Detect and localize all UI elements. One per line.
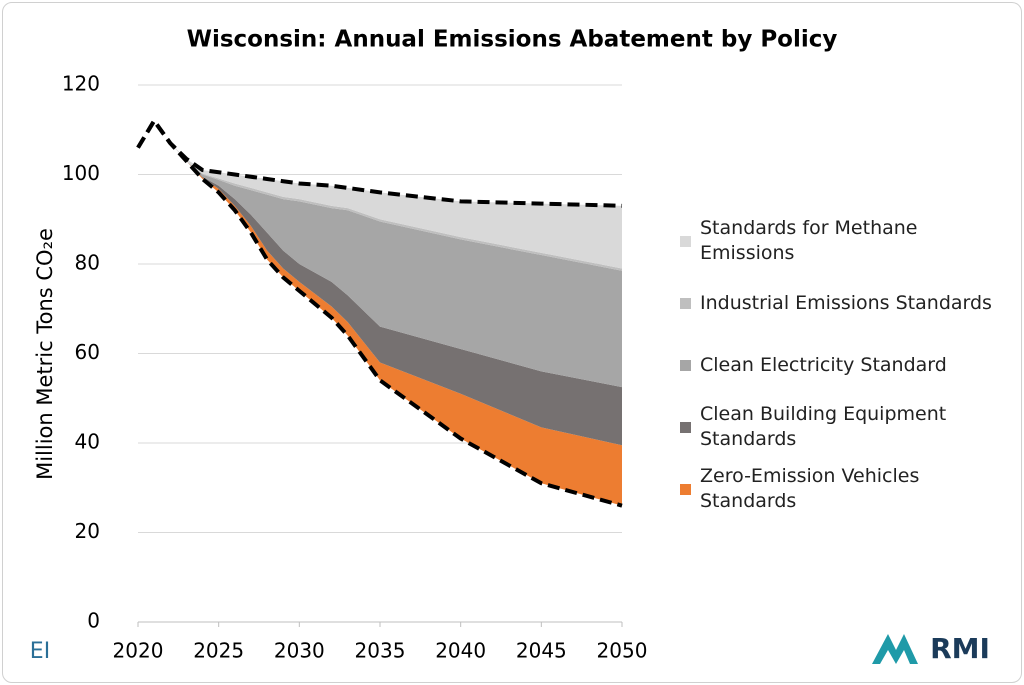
legend: Standards for Methane Emissions Industria… (680, 210, 1010, 520)
legend-label: Zero-Emission Vehicles Standards (700, 465, 920, 512)
legend-label: Standards for Methane Emissions (700, 217, 918, 264)
x-tick-label: 2020 (113, 639, 164, 663)
y-tick-label: 100 (62, 161, 100, 185)
logo-rmi: RMI (930, 632, 990, 665)
y-tick-label: 60 (75, 340, 100, 364)
reference-line (136, 117, 623, 208)
area (138, 120, 622, 446)
x-tick-label: 2030 (274, 639, 325, 663)
chart-title: Wisconsin: Annual Emissions Abatement by… (187, 27, 838, 53)
area (138, 120, 622, 388)
x-tick-label: 2050 (597, 639, 648, 663)
legend-swatch (680, 236, 691, 247)
logo-ei: EI (30, 639, 50, 664)
legend-swatch (680, 484, 691, 495)
legend-item: Clean Electricity Standard (680, 334, 1010, 396)
areas (138, 120, 622, 506)
legend-label: Clean Electricity Standard (700, 353, 947, 376)
area (138, 120, 622, 269)
legend-swatch (680, 298, 691, 309)
x-tick-label: 2035 (355, 639, 406, 663)
legend-item: Industrial Emissions Standards (680, 272, 1010, 334)
x-tick-label: 2045 (516, 639, 567, 663)
y-tick-label: 120 (62, 72, 100, 96)
y-tick-label: 0 (87, 609, 100, 633)
y-tick-label: 20 (75, 519, 100, 543)
legend-item: Clean Building Equipment Standards (680, 396, 1010, 458)
legend-item: Standards for Methane Emissions (680, 210, 1010, 272)
legend-swatch (680, 360, 691, 371)
y-tick-label: 80 (75, 251, 100, 275)
x-tick-label: 2025 (193, 639, 244, 663)
policy-line (136, 117, 623, 508)
legend-label: Industrial Emissions Standards (700, 291, 992, 314)
y-axis-label: Million Metric Tons CO₂e (33, 228, 57, 480)
area (138, 120, 622, 506)
y-tick-label: 40 (75, 430, 100, 454)
legend-label: Clean Building Equipment Standards (700, 403, 947, 450)
x-tick-label: 2040 (435, 639, 486, 663)
legend-item: Zero-Emission Vehicles Standards (680, 458, 1010, 520)
logo-rmi-mark (872, 634, 918, 664)
legend-swatch (680, 422, 691, 433)
